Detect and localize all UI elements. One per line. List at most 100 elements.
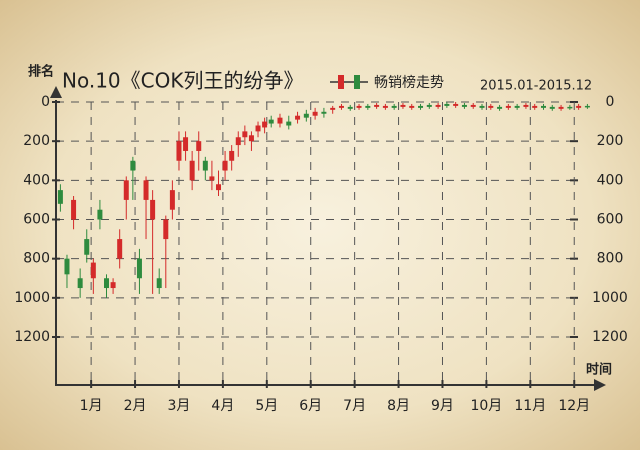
candle-body bbox=[470, 104, 476, 107]
candle-body bbox=[110, 282, 116, 289]
candle-body bbox=[295, 115, 301, 120]
candle-body bbox=[532, 105, 538, 108]
candle-body bbox=[558, 106, 564, 109]
axis-arrows bbox=[50, 86, 606, 391]
candle-body bbox=[391, 105, 397, 108]
candle-body bbox=[356, 105, 362, 108]
candle-body bbox=[576, 105, 582, 108]
candle-body bbox=[242, 131, 248, 138]
candle-body bbox=[189, 160, 195, 181]
candle-body bbox=[488, 105, 494, 108]
y-tick-label: 600 bbox=[23, 212, 50, 228]
candle-body bbox=[176, 141, 182, 161]
candle-body bbox=[584, 105, 590, 108]
candle-body bbox=[365, 105, 371, 108]
x-tick-label: 12月 bbox=[558, 398, 590, 414]
x-tick-label: 8月 bbox=[387, 398, 410, 414]
candle-body bbox=[540, 105, 546, 108]
x-tick-label: 1月 bbox=[80, 398, 103, 414]
x-tick-label: 11月 bbox=[514, 398, 546, 414]
y-tick-label: 400 bbox=[23, 172, 50, 188]
candle-body bbox=[435, 104, 441, 107]
candle-body bbox=[215, 184, 221, 191]
candle-body bbox=[374, 104, 380, 107]
candle-body bbox=[150, 199, 156, 220]
x-tick-label: 6月 bbox=[299, 398, 322, 414]
axes bbox=[55, 100, 594, 386]
candle-body bbox=[330, 107, 336, 110]
y2-tick-label: 800 bbox=[597, 251, 624, 267]
candle-body bbox=[418, 105, 424, 108]
candle-body bbox=[57, 190, 63, 204]
candle-body bbox=[479, 105, 485, 108]
candle-body bbox=[123, 180, 129, 200]
candle-body bbox=[382, 105, 388, 108]
x-tick-label: 7月 bbox=[343, 398, 366, 414]
candle-body bbox=[163, 219, 169, 240]
y2-tick-label: 600 bbox=[597, 212, 624, 228]
x-tick-label: 10月 bbox=[470, 398, 502, 414]
candle-body bbox=[567, 106, 573, 109]
candle-body bbox=[136, 258, 142, 279]
x-tick-label: 9月 bbox=[431, 398, 454, 414]
y-tick-label: 200 bbox=[23, 133, 50, 149]
candle-body bbox=[209, 176, 215, 181]
x-tick-label: 5月 bbox=[255, 398, 278, 414]
candle-body bbox=[347, 106, 353, 109]
candle-body bbox=[312, 111, 318, 116]
candle-body bbox=[183, 137, 189, 151]
y2-tick-label: 200 bbox=[597, 133, 624, 149]
candle-body bbox=[409, 105, 415, 108]
candle-body bbox=[277, 117, 283, 124]
candle-body bbox=[400, 104, 406, 107]
candle-body bbox=[169, 190, 175, 210]
candle-body bbox=[97, 209, 103, 220]
candle-body bbox=[77, 278, 83, 289]
candle-body bbox=[461, 104, 467, 107]
candle-body bbox=[143, 180, 149, 200]
candle-body bbox=[202, 160, 208, 171]
legend-rise bbox=[338, 75, 344, 89]
x-axis-label: 时间 bbox=[586, 362, 612, 378]
candle-body bbox=[90, 262, 96, 279]
chart-title: No.10《COK列王的纷争》 bbox=[62, 69, 303, 93]
y2-tick-label: 1000 bbox=[592, 290, 628, 306]
x-tick-label: 4月 bbox=[211, 398, 234, 414]
candle-body bbox=[321, 111, 327, 114]
candle-body bbox=[196, 141, 202, 151]
candle-body bbox=[514, 105, 520, 108]
candle-body bbox=[453, 103, 459, 106]
candle-body bbox=[156, 278, 162, 289]
y-tick-label: 0 bbox=[41, 94, 50, 110]
candle-body bbox=[235, 137, 241, 146]
candle-body bbox=[255, 125, 261, 132]
y-tick-label: 1200 bbox=[14, 329, 50, 345]
candle-body bbox=[523, 104, 529, 107]
candle-body bbox=[222, 160, 228, 171]
candle-body bbox=[84, 239, 90, 255]
candle-body bbox=[303, 113, 309, 118]
candle-body bbox=[64, 258, 70, 275]
x-tick-label: 2月 bbox=[124, 398, 147, 414]
legend: 畅销榜走势 bbox=[330, 74, 444, 91]
y-axis-label: 排名 bbox=[28, 64, 54, 80]
candle-body bbox=[130, 160, 136, 171]
candle-body bbox=[549, 106, 555, 109]
legend-fall bbox=[354, 75, 360, 89]
candle-body bbox=[444, 103, 450, 106]
x-tick-label: 3月 bbox=[168, 398, 191, 414]
y-tick-label: 1000 bbox=[14, 290, 50, 306]
candle-body bbox=[262, 121, 268, 128]
candle-body bbox=[71, 199, 77, 220]
y2-tick-label: 0 bbox=[606, 94, 615, 110]
candle-body bbox=[229, 150, 235, 161]
candle-body bbox=[104, 278, 110, 289]
candle-body bbox=[338, 105, 344, 108]
candle-body bbox=[426, 104, 432, 107]
candle-body bbox=[248, 135, 254, 142]
candle-body bbox=[497, 106, 503, 109]
y2-tick-label: 400 bbox=[597, 172, 624, 188]
candle-body bbox=[286, 121, 292, 126]
legend-label: 畅销榜走势 bbox=[374, 74, 444, 91]
